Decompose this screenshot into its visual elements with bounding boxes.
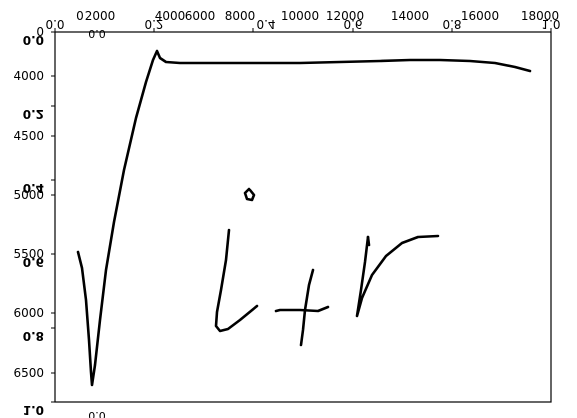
top-tick-labels-mirrored: 0.0 0.2 0.4 0.6 0.8 1.0	[45, 17, 560, 31]
left-garbled-3: 5000	[13, 188, 44, 202]
top-tick-label-1: 0.2	[144, 17, 163, 31]
left-garbled-6: 6500	[13, 366, 44, 380]
sub-label-top: 0.0	[88, 27, 106, 40]
left-tick-label-4: 0.8	[23, 329, 44, 343]
left-tick-labels-mirrored: 0.0 0.2 0.4 0.6 0.8 1.0	[23, 33, 44, 417]
left-garbled-1: 4000	[13, 69, 44, 83]
left-garbled-0: 0	[36, 25, 44, 39]
i-stem-stroke	[214, 228, 259, 333]
left-tick-label-3: 0.6	[23, 255, 44, 269]
top-garbled-5: 10000	[281, 9, 319, 23]
top-tick-label-2: 0.4	[256, 17, 275, 31]
sqrt-stroke	[76, 49, 532, 387]
sub-label-bottom: 0.0	[88, 409, 106, 418]
handwriting-ink	[76, 49, 532, 387]
i-dot-stroke	[243, 187, 256, 202]
top-garbled-7: 14000	[391, 9, 429, 23]
plus-vertical-stroke	[299, 268, 315, 347]
top-tick-label-5: 1.0	[541, 17, 560, 31]
left-garbled-4: 5500	[13, 247, 44, 261]
top-garbled-4: 8000	[225, 9, 256, 23]
left-tick-marks	[51, 31, 55, 403]
left-tick-label-0: 0.0	[23, 33, 44, 47]
r-stroke	[355, 234, 440, 318]
left-garbled-5: 6000	[13, 306, 44, 320]
left-tick-labels-garbled: 0 4000 4500 5000 5500 6000 6500	[13, 25, 44, 380]
top-garbled-3: 6000	[185, 9, 216, 23]
plot-frame	[54, 31, 552, 403]
top-garbled-9: 18000	[521, 9, 559, 23]
top-tick-label-3: 0.6	[343, 17, 362, 31]
top-garbled-6: 12000	[326, 9, 364, 23]
top-tick-marks	[54, 28, 552, 32]
left-tick-label-2: 0.4	[23, 181, 44, 195]
top-garbled-0: 0	[76, 9, 84, 23]
left-garbled-2: 4500	[13, 129, 44, 143]
left-tick-label-5: 1.0	[23, 403, 44, 417]
top-tick-labels-garbled: 0 2000 4000 6000 8000 10000 12000 14000 …	[76, 9, 559, 23]
top-garbled-2: 4000	[155, 9, 186, 23]
top-tick-label-4: 0.8	[442, 17, 461, 31]
r-stem-top	[366, 235, 371, 247]
top-garbled-1: 2000	[85, 9, 116, 23]
left-tick-label-1: 0.2	[23, 107, 44, 121]
top-garbled-8: 16000	[461, 9, 499, 23]
plus-horizontal-stroke	[274, 305, 330, 313]
top-tick-label-0: 0.0	[45, 17, 64, 31]
